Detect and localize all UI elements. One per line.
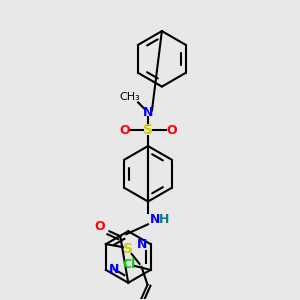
Text: S: S (143, 123, 153, 137)
Text: N: N (137, 238, 148, 250)
Text: N: N (150, 213, 160, 226)
Text: N: N (143, 106, 153, 119)
Text: N: N (109, 263, 119, 276)
Text: CH₃: CH₃ (120, 92, 141, 101)
Text: O: O (94, 220, 105, 233)
Text: S: S (123, 242, 133, 256)
Text: O: O (167, 124, 177, 137)
Text: Cl: Cl (122, 258, 135, 272)
Text: H: H (159, 213, 169, 226)
Text: O: O (119, 124, 130, 137)
